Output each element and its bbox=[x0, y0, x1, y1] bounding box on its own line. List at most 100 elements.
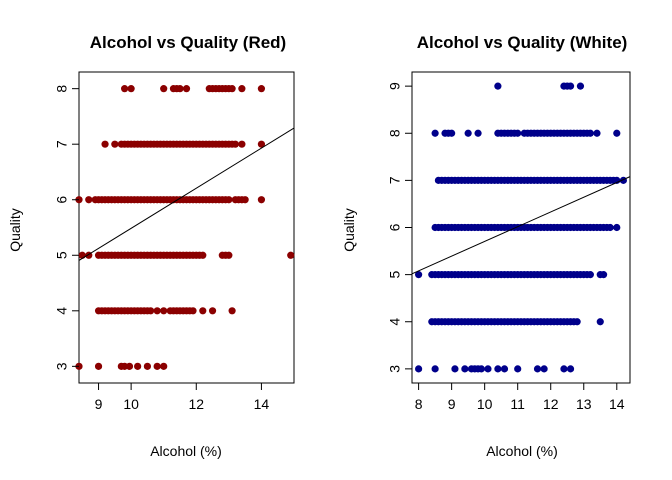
white-data-point bbox=[484, 365, 492, 373]
white-y-tick-label: 3 bbox=[387, 365, 403, 373]
red-data-point bbox=[257, 140, 266, 148]
white-data-point bbox=[540, 365, 548, 373]
red-x-tick-label: 12 bbox=[188, 396, 204, 412]
red-data-point bbox=[199, 251, 207, 259]
red-plot-frame bbox=[78, 71, 295, 384]
red-data-point bbox=[257, 196, 266, 204]
white-chart-title: Alcohol vs Quality (White) bbox=[417, 33, 628, 52]
red-data-point bbox=[182, 85, 191, 93]
white-x-axis-label: Alcohol (%) bbox=[486, 443, 558, 459]
red-data-point bbox=[78, 251, 86, 259]
white-data-point bbox=[500, 365, 509, 373]
red-data-point bbox=[241, 196, 249, 204]
white-x-tick-label: 12 bbox=[543, 396, 559, 412]
white-data-point bbox=[596, 318, 604, 326]
white-data-point bbox=[477, 365, 485, 373]
white-y-axis-label: Quality bbox=[341, 208, 357, 252]
red-data-point bbox=[228, 85, 236, 93]
red-plot-area: 9 10 12 14 3 4 5 6 7 8 bbox=[54, 71, 295, 412]
white-data-point bbox=[464, 129, 472, 137]
red-x-tick-label: 10 bbox=[123, 396, 139, 412]
white-data-point bbox=[461, 365, 469, 373]
white-data-point bbox=[560, 365, 568, 373]
white-x-tick-label: 9 bbox=[448, 396, 456, 412]
white-data-point bbox=[599, 271, 608, 279]
red-data-point bbox=[238, 140, 246, 148]
red-data-point bbox=[94, 362, 103, 370]
white-data-point bbox=[613, 223, 621, 232]
red-data-point bbox=[225, 196, 233, 204]
red-x-axis-label: Alcohol (%) bbox=[150, 443, 222, 459]
white-data-point bbox=[606, 223, 614, 232]
white-data-point bbox=[431, 129, 439, 137]
white-data-point bbox=[494, 365, 502, 373]
red-y-tick-label: 3 bbox=[54, 362, 70, 370]
red-data-point bbox=[121, 85, 129, 93]
white-trend-line bbox=[411, 176, 631, 275]
white-data-point bbox=[474, 129, 482, 137]
red-data-point bbox=[189, 307, 197, 315]
red-data-point bbox=[160, 362, 168, 370]
red-data-point bbox=[85, 196, 93, 204]
red-y-tick-label: 4 bbox=[54, 307, 70, 315]
red-data-point bbox=[176, 85, 184, 93]
white-points bbox=[415, 82, 627, 373]
red-data-point bbox=[101, 140, 109, 148]
red-data-point bbox=[199, 307, 207, 315]
red-y-tick-label: 8 bbox=[54, 85, 70, 93]
white-data-point bbox=[514, 129, 522, 137]
white-data-point bbox=[613, 129, 621, 137]
white-data-point bbox=[573, 318, 581, 326]
red-data-point bbox=[208, 307, 217, 315]
white-y-tick-label: 5 bbox=[387, 271, 403, 279]
red-y-axis-label: Quality bbox=[7, 208, 23, 252]
white-x-tick-label: 13 bbox=[576, 396, 592, 412]
white-data-point bbox=[566, 82, 575, 90]
red-data-point bbox=[153, 362, 161, 370]
white-x-tick-label: 10 bbox=[477, 396, 493, 412]
white-x-tick-label: 8 bbox=[415, 396, 423, 412]
red-data-point bbox=[160, 307, 168, 315]
white-data-point bbox=[593, 129, 601, 137]
white-plot-area: 8 9 10 11 12 13 14 3 4 5 6 7 8 9 bbox=[387, 71, 631, 412]
red-y-tick-label: 6 bbox=[54, 196, 70, 204]
white-y-tick-label: 6 bbox=[387, 223, 403, 231]
white-data-point bbox=[451, 365, 459, 373]
red-data-point bbox=[231, 140, 239, 148]
red-trend-line bbox=[78, 127, 295, 261]
red-chart-title: Alcohol vs Quality (Red) bbox=[90, 33, 286, 52]
white-data-point bbox=[576, 82, 585, 90]
white-data-point bbox=[415, 271, 423, 279]
red-data-point bbox=[134, 362, 142, 370]
white-y-tick-label: 8 bbox=[387, 129, 403, 137]
red-data-point bbox=[228, 307, 236, 315]
white-data-point bbox=[415, 365, 423, 373]
red-data-point bbox=[111, 140, 119, 148]
white-x-tick-label: 11 bbox=[510, 396, 525, 412]
red-data-point bbox=[287, 251, 295, 259]
red-y-tick-label: 7 bbox=[54, 140, 70, 148]
red-data-point bbox=[257, 85, 266, 93]
white-y-tick-label: 9 bbox=[387, 82, 403, 90]
white-y-tick-label: 4 bbox=[387, 318, 403, 326]
red-x-tick-label: 9 bbox=[95, 396, 103, 412]
red-data-point bbox=[127, 85, 135, 93]
white-data-point bbox=[586, 271, 594, 279]
white-x-tick-label: 14 bbox=[609, 396, 625, 412]
red-data-point bbox=[153, 307, 161, 315]
red-data-point bbox=[143, 362, 152, 370]
red-data-point bbox=[225, 251, 233, 259]
white-data-point bbox=[431, 365, 439, 373]
red-points bbox=[75, 85, 295, 370]
white-data-point bbox=[566, 365, 575, 373]
white-panel: Alcohol vs Quality (White) Alcohol (%) Q… bbox=[341, 33, 631, 459]
white-data-point bbox=[448, 129, 456, 137]
red-data-point bbox=[238, 85, 246, 93]
white-data-point bbox=[494, 82, 502, 90]
red-data-point bbox=[125, 362, 134, 370]
red-y-tick-label: 5 bbox=[54, 251, 70, 259]
red-panel: Alcohol vs Quality (Red) Alcohol (%) Qua… bbox=[7, 33, 295, 459]
white-data-point bbox=[514, 365, 522, 373]
